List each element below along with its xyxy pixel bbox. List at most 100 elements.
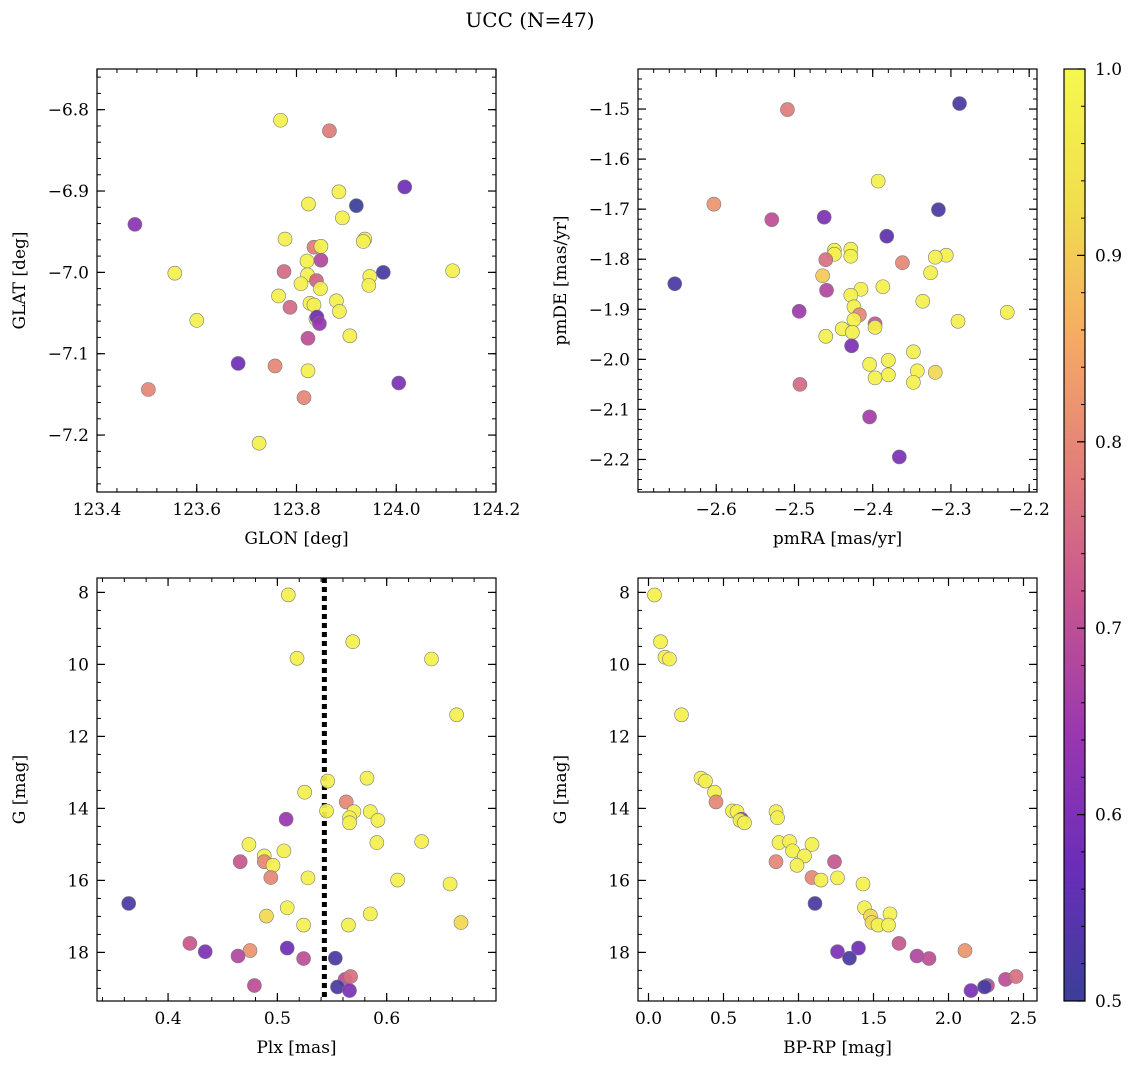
scatter-point [843, 248, 859, 264]
scatter-point [369, 835, 385, 850]
scatter-point [708, 794, 724, 810]
scatter-point [867, 320, 883, 335]
scatter-point [241, 837, 257, 852]
scatter-point [306, 297, 322, 313]
y-tick-label: −7.0 [48, 263, 89, 283]
scatter-point [300, 330, 316, 346]
y-tick-label: 8 [78, 583, 89, 603]
axes-frame [96, 577, 497, 1002]
y-tick-label: 10 [608, 655, 630, 675]
y-tick-label: −1.6 [589, 150, 630, 170]
scatter-point [921, 951, 937, 966]
scatter-point [977, 979, 992, 995]
scatter-point [349, 198, 364, 213]
x-axis-label: GLON [deg] [244, 529, 348, 549]
axes-frame [637, 68, 1038, 493]
scatter-point [278, 811, 294, 827]
scatter-point [296, 917, 311, 933]
scatter-point [830, 870, 845, 886]
scatter-point [332, 304, 347, 319]
colorbar-tick-label: 1.0 [1095, 60, 1122, 80]
y-tick-label: 12 [67, 727, 89, 747]
scatter-point [338, 794, 354, 810]
panel-1: 123.4 123.6 123.8 124.0 124.2 −6.8 −6.9 −7.0 −7.… [10, 68, 520, 549]
scatter-point [276, 843, 292, 859]
x-tick-label: −2.5 [774, 500, 815, 520]
y-axis-label: G [mag] [551, 755, 571, 824]
y-tick-label: 12 [608, 727, 630, 747]
x-tick-label: 123.4 [73, 500, 122, 520]
scatter-point [259, 908, 274, 924]
colorbar-tick-label: 0.5 [1095, 992, 1122, 1012]
scatter-point [232, 854, 248, 869]
x-tick-label: 123.8 [272, 500, 321, 520]
scatter-point [952, 96, 967, 111]
x-tick-label: 0.5 [710, 1009, 737, 1029]
scatter-point [297, 784, 312, 800]
y-axis-label: G [mag] [10, 755, 30, 824]
x-tick-label: −2.6 [696, 500, 737, 520]
y-axis-label: GLAT [deg] [10, 231, 30, 329]
scatter-point [442, 876, 458, 892]
scatter-point [1008, 969, 1024, 984]
scatter-point [816, 209, 832, 225]
colorbar-gradient [1063, 68, 1086, 1002]
x-axis-label: BP-RP [mag] [783, 1038, 892, 1058]
y-axis-label: pmDE [mas/yr] [551, 215, 571, 345]
x-tick-label: 2.0 [935, 1009, 962, 1029]
scatter-point [197, 944, 213, 959]
points [127, 112, 460, 451]
scatter-point [397, 179, 413, 195]
y-tick-label: 14 [608, 799, 630, 819]
colorbar-tick-label: 0.8 [1095, 433, 1122, 453]
scatter-point [345, 634, 361, 650]
y-tick-label: 8 [619, 583, 630, 603]
colorbar-tick-label: 0.9 [1095, 246, 1122, 266]
scatter-point [328, 950, 343, 966]
scatter-point [277, 231, 293, 247]
points [667, 96, 1015, 465]
y-tick-label: −1.9 [589, 300, 630, 320]
scatter-point [674, 707, 689, 723]
scatter-point [927, 365, 943, 380]
scatter-point [299, 253, 315, 269]
figure-title: UCC (N=47) [465, 8, 594, 32]
scatter-point [999, 304, 1015, 320]
scatter-point [296, 951, 311, 966]
y-tick-label: −2.1 [589, 400, 630, 420]
panel-4: 0.0 0.5 1.0 1.5 2.0 2.5 8 10 12 14 16 18 BP-RP [mag]… [551, 577, 1038, 1058]
colorbar-tick-label: 0.6 [1095, 806, 1122, 826]
scatter-point [313, 281, 328, 296]
scatter-point [300, 870, 316, 886]
scatter-point [881, 367, 896, 383]
scatter-point [842, 950, 857, 966]
x-tick-label: 0.6 [373, 1009, 400, 1029]
scatter-point [770, 810, 785, 826]
scatter-point [356, 234, 371, 249]
scatter-point [706, 196, 722, 212]
x-tick-label: −2.4 [852, 500, 893, 520]
scatter-point [141, 382, 156, 397]
scatter-point [414, 834, 429, 849]
x-axis-label: pmRA [mas/yr] [773, 529, 902, 549]
scatter-point [923, 265, 938, 281]
scatter-point [359, 770, 375, 786]
points [121, 587, 469, 998]
scatter-point [780, 102, 795, 117]
scatter-point [931, 202, 946, 217]
scatter-point [263, 870, 279, 885]
scatter-point [662, 651, 677, 667]
scatter-point [881, 917, 896, 933]
scatter-point [271, 288, 286, 304]
scatter-point [296, 390, 312, 405]
x-tick-label: 1.5 [860, 1009, 887, 1029]
x-axis-label: Plx [mas] [256, 1038, 336, 1058]
scatter-point [273, 112, 288, 128]
x-tick-label: 0.0 [635, 1009, 662, 1029]
scatter-point [293, 276, 309, 292]
colorbar: 0.5 0.6 0.7 0.8 0.9 1.0 [1063, 60, 1122, 1012]
scatter-point [361, 278, 377, 293]
scatter-point [875, 279, 891, 295]
y-tick-label: −7.1 [48, 345, 89, 365]
